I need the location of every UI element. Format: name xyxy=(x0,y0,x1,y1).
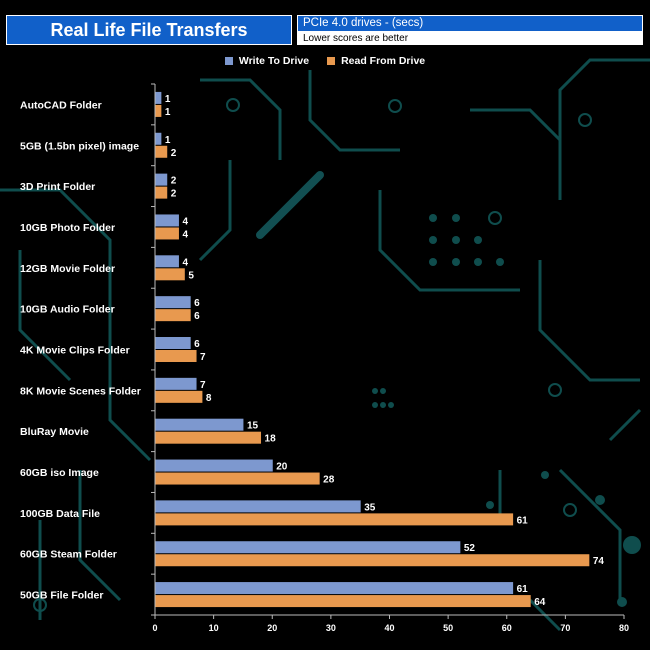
value-label-write: 6 xyxy=(194,298,200,309)
value-label-write: 4 xyxy=(182,257,188,268)
x-tick-label: 30 xyxy=(326,623,336,633)
value-label-read: 64 xyxy=(534,597,546,608)
bar-read xyxy=(155,309,191,322)
value-label-read: 1 xyxy=(165,107,171,118)
category-label: 12GB Movie Folder xyxy=(20,263,115,275)
bar-write xyxy=(155,500,361,513)
bar-write xyxy=(155,418,244,431)
category-label: 3D Print Folder xyxy=(20,181,95,193)
legend-swatch-read xyxy=(327,57,336,65)
bar-read xyxy=(155,268,185,281)
value-label-write: 35 xyxy=(364,502,376,513)
x-tick-label: 10 xyxy=(209,623,219,633)
chart-note: Lower scores are better xyxy=(297,32,643,45)
value-label-read: 8 xyxy=(206,393,212,404)
category-label: 10GB Photo Folder xyxy=(20,222,115,234)
value-label-write: 15 xyxy=(247,421,259,432)
legend: Write To Drive Read From Drive xyxy=(0,54,650,68)
bar-read xyxy=(155,390,203,403)
value-label-write: 52 xyxy=(464,543,476,554)
x-tick-label: 20 xyxy=(267,623,277,633)
value-label-read: 6 xyxy=(194,311,200,322)
value-label-read: 2 xyxy=(171,189,177,200)
value-label-write: 1 xyxy=(165,135,171,146)
chart-subtitle: PCIe 4.0 drives - (secs) xyxy=(297,15,643,32)
category-label: 4K Movie Clips Folder xyxy=(20,345,130,357)
bar-write xyxy=(155,255,179,268)
value-label-write: 7 xyxy=(200,380,206,391)
chart-title: Real Life File Transfers xyxy=(6,15,292,45)
bar-write xyxy=(155,214,179,227)
bar-write xyxy=(155,459,273,472)
bar-read xyxy=(155,431,262,444)
x-tick-label: 80 xyxy=(619,623,629,633)
bar-read xyxy=(155,554,590,567)
bar-read xyxy=(155,227,179,240)
bar-write xyxy=(155,132,162,145)
legend-item-write: Write To Drive xyxy=(224,55,310,67)
x-tick-label: 70 xyxy=(560,623,570,633)
bar-read xyxy=(155,513,514,526)
bar-read xyxy=(155,186,168,199)
value-label-read: 7 xyxy=(200,352,206,363)
value-label-write: 2 xyxy=(171,176,177,187)
value-label-write: 61 xyxy=(517,584,529,595)
bar-write xyxy=(155,582,514,595)
bar-write xyxy=(155,541,461,554)
bar-read xyxy=(155,350,197,362)
category-label: 5GB (1.5bn pixel) image xyxy=(20,140,139,152)
bar-read xyxy=(155,104,162,117)
bar-write xyxy=(155,91,162,104)
category-label: 10GB Audio Folder xyxy=(20,304,115,316)
bar-write xyxy=(155,296,191,309)
legend-label-read: Read From Drive xyxy=(341,55,426,67)
value-label-write: 4 xyxy=(182,216,188,227)
value-label-read: 18 xyxy=(265,434,277,445)
value-label-read: 61 xyxy=(517,515,529,526)
value-label-read: 4 xyxy=(182,229,188,240)
bar-write xyxy=(155,173,168,186)
legend-item-read: Read From Drive xyxy=(327,55,425,67)
value-label-read: 74 xyxy=(593,556,605,567)
x-tick-label: 40 xyxy=(384,623,394,633)
value-label-read: 5 xyxy=(188,270,194,281)
category-label: BluRay Movie xyxy=(20,426,89,438)
category-label: 50GB File Folder xyxy=(20,590,103,602)
bar-read xyxy=(155,145,168,158)
bar-write xyxy=(155,337,191,349)
category-label: 60GB iso Image xyxy=(20,467,99,479)
value-label-read: 28 xyxy=(323,475,335,486)
value-label-read: 2 xyxy=(171,148,177,159)
category-label: 8K Movie Scenes Folder xyxy=(20,385,141,397)
bar-read xyxy=(155,472,320,485)
bar-read xyxy=(155,595,531,608)
x-tick-label: 0 xyxy=(152,623,157,633)
category-label: 60GB Steam Folder xyxy=(20,549,117,561)
value-label-write: 1 xyxy=(165,94,171,105)
value-label-write: 20 xyxy=(276,462,288,473)
legend-swatch-write xyxy=(224,57,233,65)
legend-label-write: Write To Drive xyxy=(238,55,310,67)
category-label: AutoCAD Folder xyxy=(20,99,102,111)
x-tick-label: 50 xyxy=(443,623,453,633)
category-label: 100GB Data File xyxy=(20,508,100,520)
x-tick-label: 60 xyxy=(502,623,512,633)
bar-write xyxy=(155,377,197,390)
value-label-write: 6 xyxy=(194,339,200,350)
